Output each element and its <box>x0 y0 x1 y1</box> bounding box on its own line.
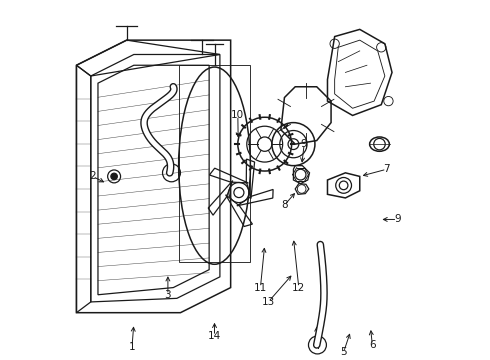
Circle shape <box>111 173 117 180</box>
Text: 4: 4 <box>314 341 320 351</box>
Text: 7: 7 <box>383 164 390 174</box>
Text: 11: 11 <box>254 283 267 293</box>
Text: 6: 6 <box>369 340 376 350</box>
Text: 5: 5 <box>341 347 347 357</box>
Text: 9: 9 <box>301 139 308 149</box>
Text: 9: 9 <box>394 215 401 224</box>
Text: 1: 1 <box>129 342 135 352</box>
Text: 3: 3 <box>165 290 171 300</box>
Text: 12: 12 <box>292 283 305 293</box>
Text: 14: 14 <box>208 331 221 341</box>
Text: 10: 10 <box>231 111 245 121</box>
Text: 8: 8 <box>281 200 288 210</box>
Text: 2: 2 <box>89 171 96 181</box>
Text: 13: 13 <box>262 297 275 307</box>
